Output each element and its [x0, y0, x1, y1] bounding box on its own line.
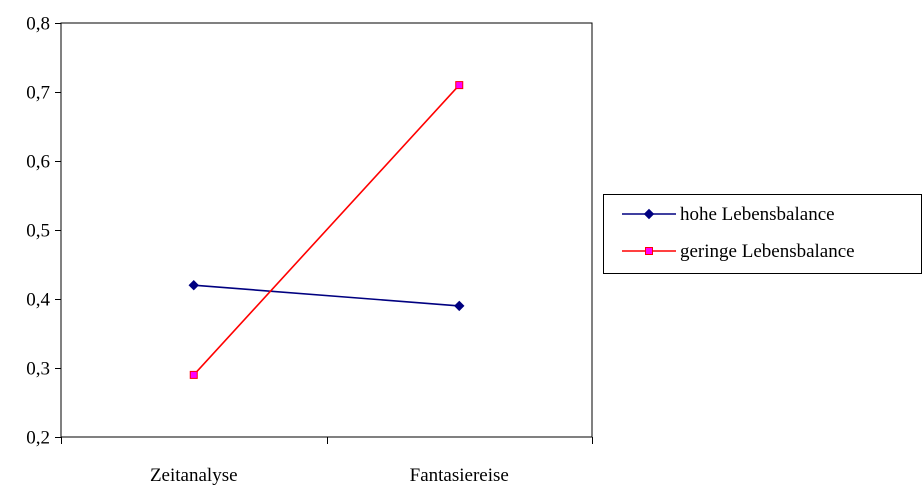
y-tick-label: 0,4	[26, 290, 50, 311]
x-category-label: Zeitanalyse	[150, 465, 238, 486]
series-line	[193, 284, 460, 307]
data-point-square	[455, 81, 464, 90]
data-point-diamond	[454, 300, 465, 312]
y-tick-label: 0,6	[26, 152, 50, 173]
series-line	[193, 84, 460, 376]
y-tick-label: 0,3	[26, 359, 50, 380]
legend-box	[603, 194, 922, 274]
x-axis-ticks: Zeitanalyse Fantasiereise	[61, 437, 593, 486]
series-hohe-lebensbalance	[188, 279, 465, 312]
legend-item: hohe Lebensbalance	[622, 204, 835, 225]
data-point-diamond	[643, 208, 655, 220]
legend-label: geringe Lebensbalance	[680, 241, 855, 262]
data-point-diamond	[188, 279, 199, 291]
legend-label: hohe Lebensbalance	[680, 204, 835, 225]
y-tick-label: 0,5	[26, 221, 50, 242]
y-tick-label: 0,8	[26, 14, 50, 35]
legend: hohe Lebensbalance geringe Lebensbalance	[603, 194, 922, 274]
x-category-label: Fantasiereise	[410, 465, 509, 486]
y-tick-label: 0,2	[26, 428, 50, 449]
data-point-square	[645, 247, 653, 255]
series-group	[188, 81, 465, 379]
data-point-square	[189, 370, 198, 379]
series-geringe-lebensbalance	[189, 81, 464, 379]
y-axis-ticks: 0,2 0,3 0,4 0,5 0,6 0,7 0,8	[26, 14, 61, 449]
y-tick-label: 0,7	[26, 83, 50, 104]
legend-item: geringe Lebensbalance	[622, 241, 855, 262]
